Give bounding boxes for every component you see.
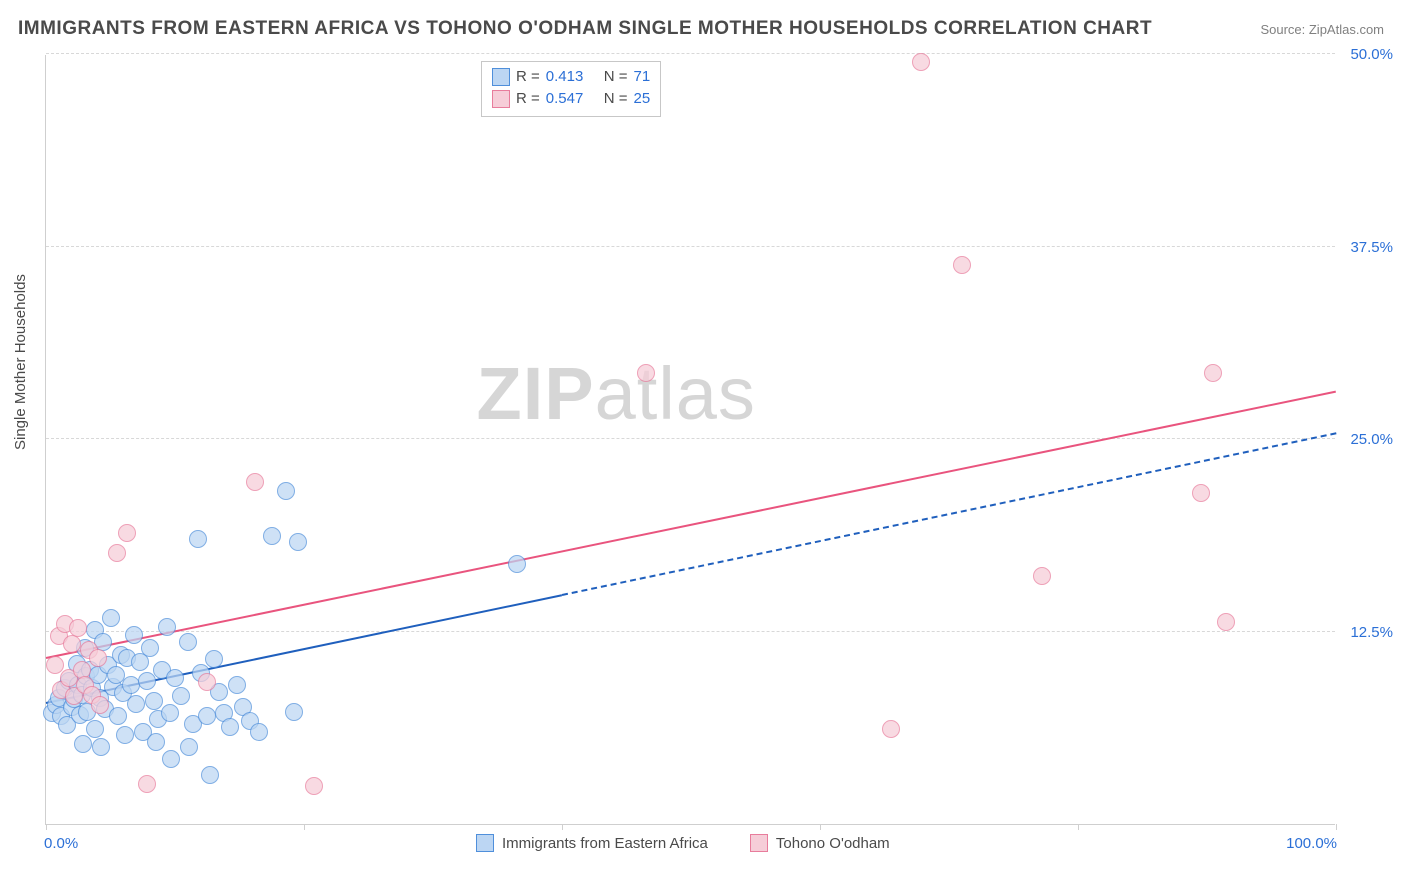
data-point [953, 256, 971, 274]
watermark: ZIPatlas [477, 351, 756, 436]
gridline-h [46, 438, 1335, 439]
data-point [179, 633, 197, 651]
data-point [198, 707, 216, 725]
data-point [69, 619, 87, 637]
legend-swatch [750, 834, 768, 852]
data-point [285, 703, 303, 721]
data-point [102, 609, 120, 627]
x-tick-label: 100.0% [1286, 835, 1337, 852]
legend-stats: R = 0.413 N = 71 R = 0.547 N = 25 [481, 61, 661, 117]
data-point [250, 723, 268, 741]
data-point [145, 692, 163, 710]
trend-line [46, 391, 1336, 659]
trend-line [562, 432, 1336, 596]
data-point [180, 738, 198, 756]
data-point [138, 672, 156, 690]
y-tick-label: 25.0% [1338, 431, 1393, 448]
data-point [205, 650, 223, 668]
plot-area: ZIPatlas 12.5%25.0%37.5%50.0%0.0%100.0%R… [45, 55, 1335, 825]
data-point [127, 695, 145, 713]
legend-bottom: Immigrants from Eastern Africa Tohono O'o… [476, 834, 890, 852]
legend-stats-row: R = 0.413 N = 71 [492, 66, 650, 88]
data-point [201, 766, 219, 784]
y-tick-label: 12.5% [1338, 624, 1393, 641]
data-point [1033, 567, 1051, 585]
x-tick-mark [1336, 824, 1337, 830]
legend-n-label: N = [604, 66, 628, 88]
data-point [116, 726, 134, 744]
data-point [158, 618, 176, 636]
data-point [118, 524, 136, 542]
x-tick-mark [562, 824, 563, 830]
data-point [89, 649, 107, 667]
data-point [91, 696, 109, 714]
legend-item: Tohono O'odham [750, 834, 890, 852]
data-point [289, 533, 307, 551]
x-tick-mark [820, 824, 821, 830]
x-tick-mark [304, 824, 305, 830]
data-point [305, 777, 323, 795]
gridline-h [46, 246, 1335, 247]
data-point [147, 733, 165, 751]
data-point [246, 473, 264, 491]
legend-item-label: Immigrants from Eastern Africa [502, 835, 708, 852]
data-point [882, 720, 900, 738]
legend-r-label: R = [516, 88, 540, 110]
data-point [263, 527, 281, 545]
data-point [86, 720, 104, 738]
data-point [108, 544, 126, 562]
data-point [228, 676, 246, 694]
data-point [141, 639, 159, 657]
legend-r-value: 0.547 [546, 88, 598, 110]
data-point [637, 364, 655, 382]
data-point [1204, 364, 1222, 382]
x-tick-mark [1078, 824, 1079, 830]
chart-title: IMMIGRANTS FROM EASTERN AFRICA VS TOHONO… [18, 18, 1152, 40]
data-point [912, 53, 930, 71]
legend-stats-row: R = 0.547 N = 25 [492, 88, 650, 110]
x-tick-label: 0.0% [44, 835, 78, 852]
data-point [508, 555, 526, 573]
legend-swatch [492, 90, 510, 108]
legend-item: Immigrants from Eastern Africa [476, 834, 708, 852]
data-point [162, 750, 180, 768]
y-axis-label: Single Mother Households [12, 274, 29, 450]
data-point [198, 673, 216, 691]
data-point [172, 687, 190, 705]
gridline-h [46, 631, 1335, 632]
legend-r-label: R = [516, 66, 540, 88]
data-point [92, 738, 110, 756]
source-label: Source: ZipAtlas.com [1260, 22, 1384, 37]
legend-swatch [476, 834, 494, 852]
data-point [1192, 484, 1210, 502]
data-point [277, 482, 295, 500]
x-tick-mark [46, 824, 47, 830]
data-point [138, 775, 156, 793]
watermark-light: atlas [595, 352, 756, 435]
legend-swatch [492, 68, 510, 86]
data-point [166, 669, 184, 687]
data-point [189, 530, 207, 548]
data-point [1217, 613, 1235, 631]
legend-r-value: 0.413 [546, 66, 598, 88]
legend-n-label: N = [604, 88, 628, 110]
data-point [161, 704, 179, 722]
gridline-h [46, 53, 1335, 54]
legend-n-value: 25 [634, 88, 651, 110]
y-tick-label: 37.5% [1338, 239, 1393, 256]
data-point [221, 718, 239, 736]
data-point [125, 626, 143, 644]
data-point [63, 635, 81, 653]
legend-n-value: 71 [634, 66, 651, 88]
legend-item-label: Tohono O'odham [776, 835, 890, 852]
data-point [109, 707, 127, 725]
data-point [74, 735, 92, 753]
watermark-bold: ZIP [477, 352, 595, 435]
y-tick-label: 50.0% [1338, 46, 1393, 63]
